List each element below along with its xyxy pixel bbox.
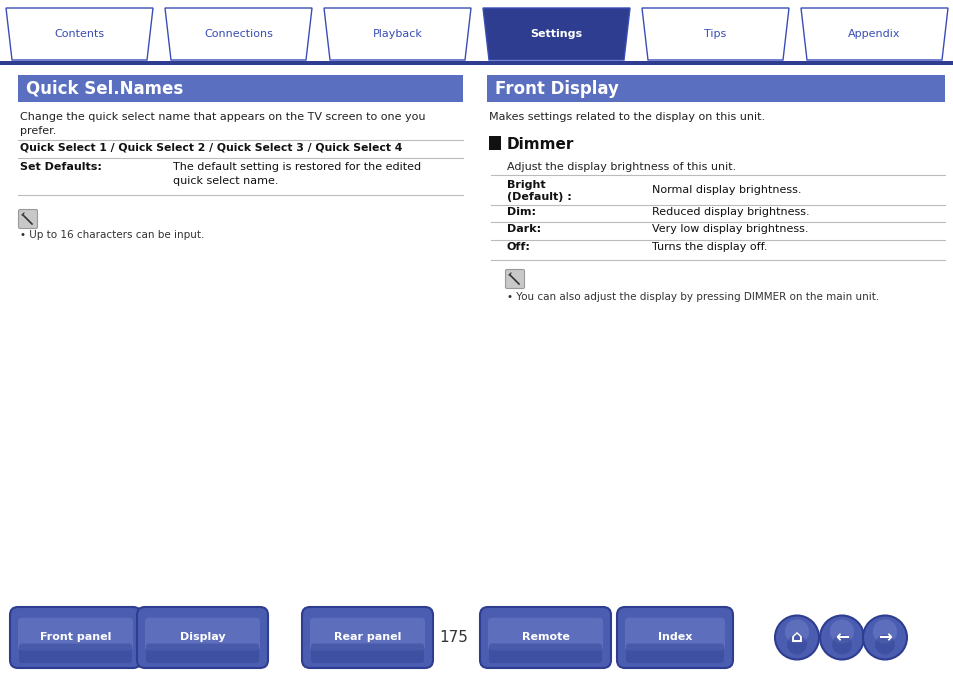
Text: quick select name.: quick select name. <box>172 176 278 186</box>
Text: Playback: Playback <box>373 29 422 39</box>
Text: • You can also adjust the display by pressing DIMMER on the main unit.: • You can also adjust the display by pre… <box>506 292 879 302</box>
FancyBboxPatch shape <box>311 643 423 663</box>
Text: Off:: Off: <box>506 242 530 252</box>
Text: (Default) :: (Default) : <box>506 192 571 202</box>
Circle shape <box>786 635 806 654</box>
FancyBboxPatch shape <box>310 618 424 651</box>
Text: Bright: Bright <box>506 180 545 190</box>
Circle shape <box>774 616 818 660</box>
Text: Turns the display off.: Turns the display off. <box>651 242 767 252</box>
Text: Display: Display <box>179 633 225 643</box>
Polygon shape <box>324 8 471 60</box>
Polygon shape <box>482 8 629 60</box>
FancyBboxPatch shape <box>10 607 141 668</box>
FancyBboxPatch shape <box>18 618 132 651</box>
FancyBboxPatch shape <box>488 618 602 651</box>
Text: Connections: Connections <box>204 29 273 39</box>
Bar <box>0 61 953 65</box>
Circle shape <box>862 616 906 660</box>
Text: Normal display brightness.: Normal display brightness. <box>651 185 801 195</box>
Polygon shape <box>6 8 152 60</box>
Polygon shape <box>165 8 312 60</box>
Text: Rear panel: Rear panel <box>334 633 401 643</box>
Text: ←: ← <box>834 629 848 647</box>
Text: ⌂: ⌂ <box>790 629 802 647</box>
Text: Set Defaults:: Set Defaults: <box>20 162 102 172</box>
Text: Front panel: Front panel <box>40 633 112 643</box>
Circle shape <box>831 635 851 654</box>
Polygon shape <box>641 8 788 60</box>
Bar <box>486 75 944 102</box>
Text: • Up to 16 characters can be input.: • Up to 16 characters can be input. <box>20 230 204 240</box>
Polygon shape <box>801 8 947 60</box>
FancyBboxPatch shape <box>617 607 732 668</box>
Circle shape <box>874 635 894 654</box>
FancyBboxPatch shape <box>19 643 132 663</box>
FancyBboxPatch shape <box>479 607 610 668</box>
Text: Makes settings related to the display on this unit.: Makes settings related to the display on… <box>489 112 764 122</box>
Circle shape <box>872 619 896 643</box>
Bar <box>18 75 462 102</box>
FancyBboxPatch shape <box>18 209 37 229</box>
FancyBboxPatch shape <box>302 607 433 668</box>
Circle shape <box>820 616 863 660</box>
FancyBboxPatch shape <box>489 643 601 663</box>
Circle shape <box>829 619 853 643</box>
FancyBboxPatch shape <box>505 269 524 289</box>
Text: Dark:: Dark: <box>506 224 540 234</box>
Text: Index: Index <box>658 633 692 643</box>
Text: →: → <box>877 629 891 647</box>
Bar <box>489 136 500 150</box>
Text: Tips: Tips <box>703 29 726 39</box>
FancyBboxPatch shape <box>137 607 268 668</box>
Text: Reduced display brightness.: Reduced display brightness. <box>651 207 809 217</box>
Text: Dim:: Dim: <box>506 207 536 217</box>
Text: Settings: Settings <box>530 29 582 39</box>
FancyBboxPatch shape <box>145 618 260 651</box>
Circle shape <box>784 619 808 643</box>
Text: Front Display: Front Display <box>495 79 618 98</box>
Text: Quick Sel.Names: Quick Sel.Names <box>26 79 183 98</box>
Text: Adjust the display brightness of this unit.: Adjust the display brightness of this un… <box>506 162 736 172</box>
FancyBboxPatch shape <box>625 643 723 663</box>
Text: Appendix: Appendix <box>847 29 900 39</box>
Text: Very low display brightness.: Very low display brightness. <box>651 224 807 234</box>
Text: Remote: Remote <box>521 633 569 643</box>
FancyBboxPatch shape <box>146 643 258 663</box>
Text: Change the quick select name that appears on the TV screen to one you: Change the quick select name that appear… <box>20 112 425 122</box>
Text: 175: 175 <box>439 630 468 645</box>
Text: The default setting is restored for the edited: The default setting is restored for the … <box>172 162 420 172</box>
Text: prefer.: prefer. <box>20 126 56 136</box>
Text: Contents: Contents <box>54 29 105 39</box>
Text: Quick Select 1 / Quick Select 2 / Quick Select 3 / Quick Select 4: Quick Select 1 / Quick Select 2 / Quick … <box>20 142 402 152</box>
Text: Dimmer: Dimmer <box>506 137 574 152</box>
FancyBboxPatch shape <box>624 618 724 651</box>
